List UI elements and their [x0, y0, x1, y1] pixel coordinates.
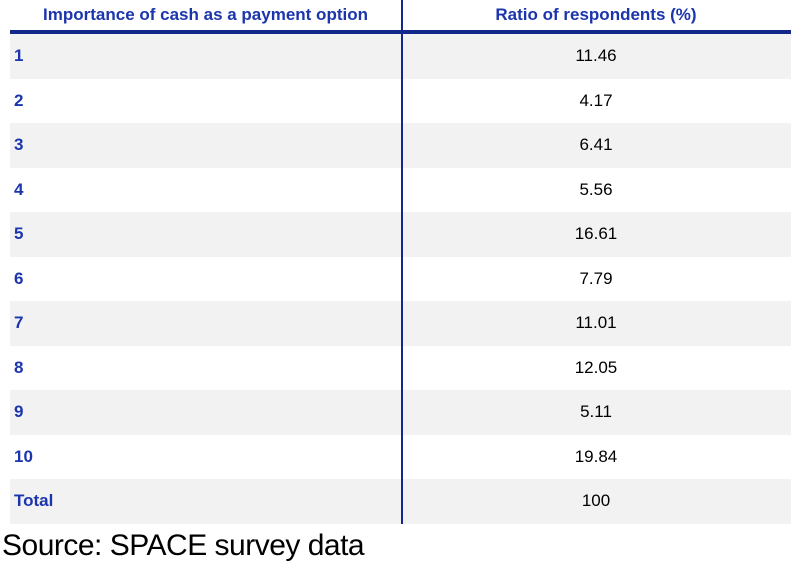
- row-value: 100: [581, 491, 611, 511]
- row-value: 11.01: [575, 313, 617, 333]
- row-value: 19.84: [574, 446, 618, 466]
- row-label: 10: [14, 446, 33, 466]
- column-divider: [401, 0, 403, 524]
- row-label: 7: [14, 313, 24, 333]
- data-table: Importance of cash as a payment option R…: [10, 0, 791, 524]
- row-label: 2: [14, 90, 24, 110]
- row-label: 9: [14, 402, 24, 422]
- table-row: 6 7.79: [10, 257, 791, 302]
- table-row: 10 19.84: [10, 435, 791, 480]
- table-row: 4 5.56: [10, 168, 791, 213]
- column-header-ratio: Ratio of respondents (%): [495, 5, 697, 24]
- row-label: 1: [14, 46, 24, 66]
- table-row: 9 5.11: [10, 390, 791, 435]
- table-row: 2 4.17: [10, 79, 791, 124]
- row-label: 4: [14, 179, 24, 199]
- table-row: 3 6.41: [10, 123, 791, 168]
- row-label: 8: [14, 357, 24, 377]
- row-value: 6.41: [579, 135, 613, 155]
- row-value: 12.05: [574, 357, 618, 377]
- table-row: 1 11.46: [10, 34, 791, 79]
- row-label: 5: [14, 224, 24, 244]
- row-label: 3: [14, 135, 24, 155]
- row-value: 5.11: [580, 402, 612, 422]
- table-header-row: Importance of cash as a payment option R…: [10, 0, 791, 34]
- row-value: 11.46: [575, 46, 617, 66]
- row-label: Total: [14, 491, 54, 511]
- table-row: 5 16.61: [10, 212, 791, 257]
- table-row: 8 12.05: [10, 346, 791, 391]
- row-value: 16.61: [574, 224, 618, 244]
- row-label: 6: [14, 268, 24, 288]
- table-body: 1 11.46 2 4.17 3 6.41 4 5.56 5 16.61 6 7…: [10, 34, 791, 524]
- table-row: 7 11.01: [10, 301, 791, 346]
- table-row: Total 100: [10, 479, 791, 524]
- row-value: 5.56: [579, 179, 613, 199]
- source-caption: Source: SPACE survey data: [2, 528, 365, 562]
- row-value: 4.17: [579, 90, 613, 110]
- row-value: 7.79: [579, 268, 613, 288]
- column-header-importance: Importance of cash as a payment option: [43, 5, 368, 24]
